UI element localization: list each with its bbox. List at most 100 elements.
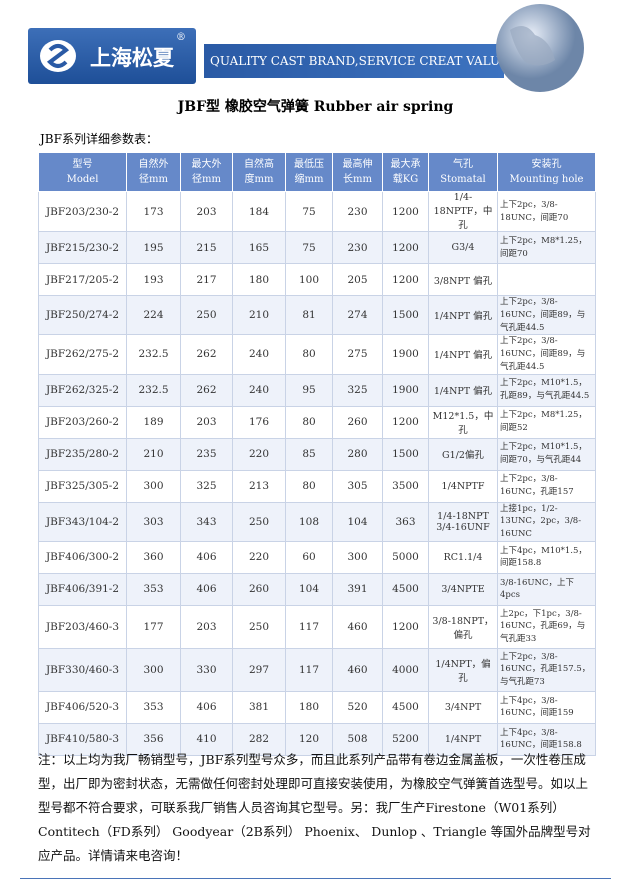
table-cell: 356 [126,722,181,756]
table-cell: JBF203/230-2 [38,191,127,232]
table-cell: 117 [285,647,333,692]
table-row: JBF406/300-2 360 406 220 60 300 5000 RC1.1/4 上下4… [38,540,596,574]
footer-rule [20,878,611,879]
table-cell: 3500 [382,469,429,503]
table-row: JBF262/275-2 232.5 262 240 80 275 1900 1/4NPT 偏… [38,334,596,375]
table-cell: 上下4pc，3/8-16UNC，间距159 [497,690,596,724]
table-cell: 上下4pc，M10*1.5，间距158.8 [497,540,596,574]
column-header: 型号 Model [38,152,127,192]
table-cell: JBF406/300-2 [38,540,127,574]
table-cell: 210 [232,294,286,336]
table-cell: JBF410/580-3 [38,722,127,756]
table-cell: 325 [332,373,383,407]
table-cell: 250 [180,294,233,336]
table-cell: 1/4-18NPT 3/4-16UNF [428,501,498,542]
table-cell [497,263,596,296]
table-cell: 1500 [382,437,429,471]
table-cell: 508 [332,722,383,756]
table-cell: 80 [285,405,333,439]
logo: 上海松夏 ® [28,28,196,84]
table-cell: 353 [126,572,181,606]
table-cell: 上下2pc，3/8-16UNC，间距89，与气孔距44.5 [497,334,596,375]
table-row: JBF410/580-3 356 410 282 120 508 5200 1/4NPT 上下4… [38,722,596,756]
table-cell: 193 [126,263,181,296]
table-cell: 上下4pc，3/8-16UNC，间距158.8 [497,722,596,756]
table-cell: 230 [332,231,383,264]
table-cell: 203 [180,604,233,649]
column-header: 自然外径mm [126,152,181,192]
header-line: 自然外 [138,159,169,170]
header-line: Stomatal [440,174,486,185]
header-line: 最高伸 [342,159,373,170]
table-cell: JBF406/391-2 [38,572,127,606]
table-cell: 360 [126,540,181,574]
table-cell: 上下2pc，3/8-18UNC，间距70 [497,191,596,232]
table-cell: 1200 [382,604,429,649]
header-line: Model [66,174,99,185]
column-header: 最大承载KG [382,152,429,192]
table-cell: 1900 [382,334,429,375]
table-cell: 224 [126,294,181,336]
table-cell: 1/4NPT，偏孔 [428,647,498,692]
header-line: 型号 [72,159,93,170]
table-cell: 260 [232,572,286,606]
logo-text: 上海松夏 [90,46,174,70]
column-header: 最高伸长mm [332,152,383,192]
note: 注：以上均为我厂畅销型号，JBF系列型号众多，而且此系列产品带有卷边金属盖板，一… [38,752,591,863]
header-line: 径mm [192,174,221,185]
table-cell: 230 [332,191,383,232]
table-cell: 3/8-18NPT，偏孔 [428,604,498,649]
table-cell: 460 [332,647,383,692]
table-cell: 280 [332,437,383,471]
header-line: Mounting hole [509,174,584,185]
table-cell: JBF235/280-2 [38,437,127,471]
table-cell: JBF203/460-3 [38,604,127,649]
table-cell: 3/4NPTE [428,572,498,606]
table-row: JBF235/280-2 210 235 220 85 280 1500 G1/2偏孔 上下2p… [38,437,596,471]
table-cell: 上下2pc，M8*1.25，间距52 [497,405,596,439]
table-cell: 上下2pc，3/8-16UNC，孔距157.5，与气孔距73 [497,647,596,692]
table-row: JBF406/391-2 353 406 260 104 391 4500 3/4NPTE 3/… [38,572,596,606]
globe [496,4,584,92]
table-cell: 3/8NPT 偏孔 [428,263,498,296]
table-cell: 177 [126,604,181,649]
header-line: 自然高 [244,159,274,170]
header-line: 载KG [392,174,419,185]
table-cell: 100 [285,263,333,296]
table-cell: 180 [232,263,286,296]
column-header: 最大外 径mm [180,152,233,192]
table-cell: JBF343/104-2 [38,501,127,542]
header-line: 最大承 [390,159,421,170]
table-cell: RC1.1/4 [428,540,498,574]
table-cell: 5200 [382,722,429,756]
table-cell: 3/4NPT [428,690,498,724]
table-cell: 406 [180,572,233,606]
column-header: 最低压 缩mm [285,152,333,192]
table-cell: 410 [180,722,233,756]
table-cell: 1/4NPT 偏孔 [428,373,498,407]
table-row: JBF215/230-2 195 215 165 75 230 1200 G3/4 上下2pc，… [38,231,596,264]
table-cell: 240 [232,373,286,407]
table-cell: 165 [232,231,286,264]
header-line: 长mm [343,174,372,185]
table-cell: 上下2pc，M10*1.5，孔距89，与气孔距44.5 [497,373,596,407]
table-cell: 85 [285,437,333,471]
table-cell: 391 [332,572,383,606]
column-header: 安装孔 Mounting hole [497,152,596,192]
spec-table: 型号 Model 自然外 径mm 最大外 径mm 自然高 度mm 最低压 缩mm 最高伸 长mm 最大承… [38,152,596,756]
table-cell: JBF330/460-3 [38,647,127,692]
table-cell: 189 [126,405,181,439]
table-body: JBF203/230-2 173 203 184 75 230 1200 1/4-18NPTF… [38,191,596,756]
header-row: 型号 Model 自然外 径mm 最大外 径mm 自然高 度mm 最低压 缩mm 最高伸 长mm 最大承… [38,152,596,192]
table-cell: 205 [332,263,383,296]
header-line: 径mm [139,174,168,185]
table-cell: 117 [285,604,333,649]
table-cell: 363 [382,501,429,542]
table-cell: 1/4NPT 偏孔 [428,334,498,375]
table-cell: JBF217/205-2 [38,263,127,296]
table-cell: 325 [180,469,233,503]
table-cell: 1/4NPT [428,722,498,756]
header-line: 气孔 [453,159,473,170]
table-cell: JBF215/230-2 [38,231,127,264]
